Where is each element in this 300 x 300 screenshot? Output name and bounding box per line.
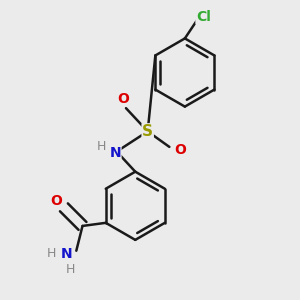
Text: H: H — [47, 247, 56, 260]
Text: N: N — [109, 146, 121, 160]
Text: H: H — [97, 140, 106, 153]
Text: O: O — [117, 92, 129, 106]
Text: N: N — [61, 247, 73, 261]
Text: O: O — [174, 143, 186, 157]
Text: S: S — [142, 124, 153, 139]
Text: O: O — [50, 194, 62, 208]
Text: H: H — [65, 263, 75, 276]
Text: Cl: Cl — [196, 10, 211, 24]
